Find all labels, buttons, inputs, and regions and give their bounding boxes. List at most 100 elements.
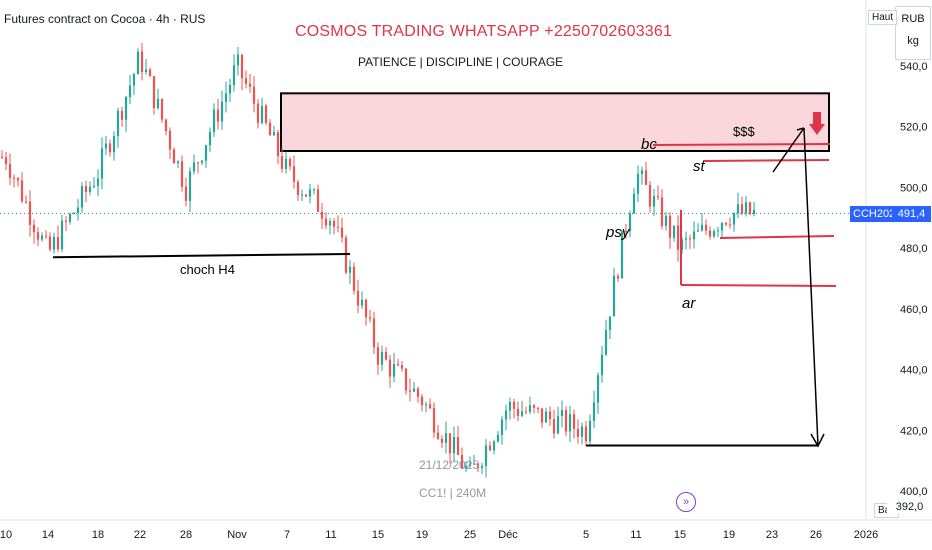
candle-body	[24, 201, 28, 203]
candle-body	[16, 178, 20, 181]
candle-body	[280, 156, 284, 169]
tagline: PATIENCE | DISCIPLINE | COURAGE	[358, 55, 564, 69]
candle-body	[148, 69, 152, 77]
projection-down-line	[803, 127, 819, 447]
x-tick-label: 28	[180, 529, 192, 541]
candle-body	[628, 213, 632, 232]
annotation-label: $$$	[733, 124, 755, 139]
candle-body	[88, 186, 92, 193]
candle-body	[52, 236, 56, 250]
annotation-label: ar	[682, 295, 696, 312]
candle-body	[712, 231, 716, 237]
candle-body	[236, 54, 240, 66]
chart-title: Futures contract on Cocoa · 4h · RUS	[4, 12, 206, 26]
x-tick-label: 19	[416, 529, 428, 541]
candle-body	[84, 186, 88, 193]
down-arrow-icon	[809, 112, 825, 135]
bc-level-line	[652, 143, 831, 146]
x-tick-label: Nov	[227, 529, 247, 541]
candle-body	[428, 404, 432, 409]
candle-body	[704, 224, 708, 231]
x-tick-label: 22	[134, 529, 146, 541]
candle-body	[424, 404, 428, 406]
y-tick-label: 440,0	[900, 365, 928, 377]
x-tick-label: 7	[284, 529, 290, 541]
candle-body	[740, 204, 744, 214]
candle-body	[568, 414, 572, 432]
candle-body	[620, 230, 624, 279]
candle-body	[388, 359, 392, 377]
candle-body	[76, 207, 80, 213]
ar-line	[680, 284, 837, 287]
candle-body	[688, 238, 692, 240]
candle-body	[364, 299, 368, 318]
candle-body	[468, 463, 472, 466]
candle-body	[684, 238, 688, 240]
candle-body	[644, 170, 648, 185]
candle-body	[448, 433, 452, 454]
candle-body	[520, 411, 524, 416]
candle-body	[92, 186, 96, 188]
candle-body	[472, 463, 476, 465]
y-tick-label: 520,0	[900, 122, 928, 134]
scroll-to-realtime-icon[interactable]: »	[676, 492, 696, 512]
candle-body	[348, 266, 352, 273]
st-level-line	[702, 159, 830, 162]
candle-body	[540, 408, 544, 423]
candle-body	[352, 266, 356, 291]
candle-body	[104, 143, 108, 149]
candle-body	[656, 196, 660, 198]
candle-body	[140, 51, 144, 73]
candle-body	[56, 236, 60, 250]
candle-body	[180, 161, 184, 187]
candle-body	[100, 148, 104, 179]
candle-body	[676, 225, 680, 250]
candle-body	[416, 388, 420, 397]
candle-body	[80, 186, 84, 208]
candle-body	[128, 85, 132, 97]
supply-zone	[280, 92, 830, 152]
x-tick-label: 10	[0, 529, 12, 541]
candle-body	[708, 230, 712, 237]
candle-body	[108, 143, 112, 153]
candle-body	[316, 189, 320, 212]
candle-body	[28, 201, 32, 225]
candle-body	[368, 317, 372, 319]
x-tick-label: 25	[464, 529, 476, 541]
candle-body	[692, 231, 696, 240]
candle-body	[548, 411, 552, 420]
candle-body	[272, 132, 276, 136]
watermark-date: 21/12/2025	[419, 458, 480, 472]
unit-selector[interactable]: RUB kg	[895, 6, 931, 60]
candle-body	[716, 230, 720, 232]
candle-body	[120, 110, 124, 120]
ticker-tag: CCH2026	[850, 206, 905, 222]
y-tick-label: 460,0	[900, 304, 928, 316]
candle-body	[68, 213, 72, 222]
candle-body	[592, 402, 596, 421]
candle-body	[72, 212, 76, 214]
candle-body	[560, 410, 564, 417]
candle-body	[700, 224, 704, 231]
candle-body	[480, 465, 484, 469]
candle-body	[556, 416, 560, 434]
candle-body	[284, 158, 288, 169]
candle-body	[48, 236, 52, 250]
candle-body	[640, 170, 644, 174]
candle-body	[536, 407, 540, 409]
candle-body	[524, 411, 528, 413]
y-tick-label: 420,0	[900, 425, 928, 437]
candles-group	[0, 42, 756, 478]
projection-arrowhead	[810, 433, 825, 448]
candle-body	[408, 390, 412, 392]
y-tick-label: 500,0	[900, 182, 928, 194]
annotation-label: psy	[605, 224, 631, 241]
candle-body	[320, 211, 324, 219]
candle-body	[648, 184, 652, 207]
candle-body	[212, 109, 216, 132]
annotation-label: bc	[641, 136, 657, 153]
candle-body	[12, 177, 16, 179]
candle-body	[360, 299, 364, 306]
